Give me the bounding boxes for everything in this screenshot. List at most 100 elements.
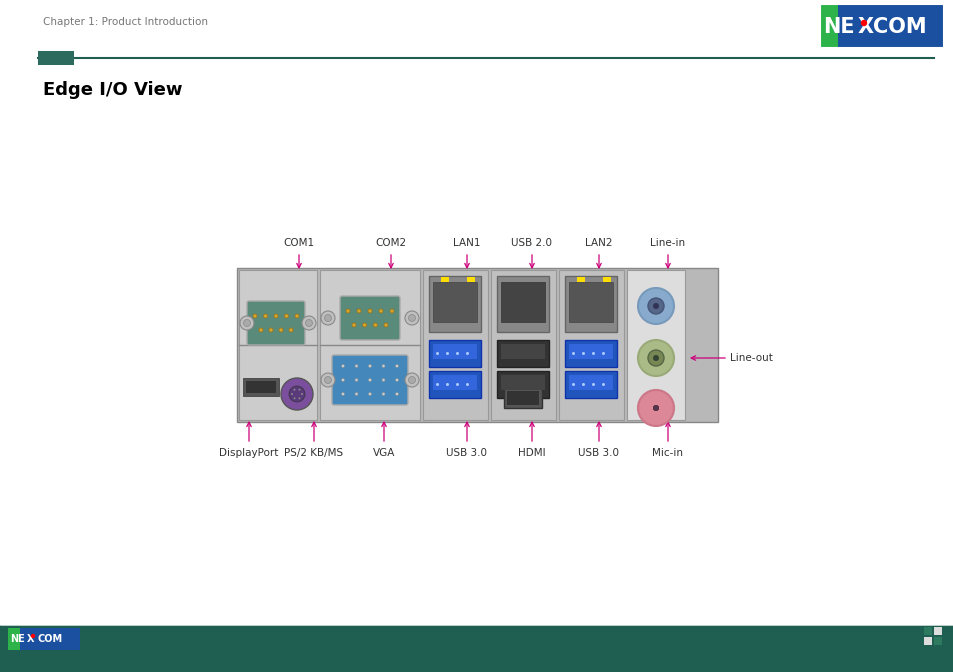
Circle shape — [436, 352, 438, 355]
Circle shape — [243, 319, 251, 327]
Bar — [38, 51, 74, 65]
Bar — [8, 628, 20, 650]
Bar — [923, 637, 931, 645]
Text: NE: NE — [822, 17, 854, 37]
Circle shape — [305, 319, 313, 327]
Circle shape — [381, 364, 385, 368]
Circle shape — [395, 378, 398, 382]
Circle shape — [378, 309, 382, 313]
Circle shape — [581, 352, 584, 355]
FancyBboxPatch shape — [332, 355, 408, 405]
Text: COM1: COM1 — [283, 238, 314, 248]
Circle shape — [355, 364, 357, 368]
Bar — [467, 277, 475, 282]
Text: Edge I/O View: Edge I/O View — [43, 81, 182, 99]
Text: VGA: VGA — [373, 448, 395, 458]
Circle shape — [368, 364, 371, 368]
Circle shape — [263, 314, 267, 318]
Bar — [837, 4, 943, 48]
Circle shape — [652, 405, 659, 411]
Circle shape — [298, 397, 300, 399]
Circle shape — [346, 309, 350, 313]
Bar — [20, 628, 80, 650]
Bar — [820, 4, 943, 48]
Circle shape — [274, 314, 277, 318]
Circle shape — [446, 352, 449, 355]
Text: DisplayPort: DisplayPort — [219, 448, 278, 458]
Bar — [501, 375, 545, 390]
Circle shape — [373, 323, 377, 327]
Text: X: X — [27, 634, 34, 644]
Text: LAN2: LAN2 — [584, 238, 612, 248]
Circle shape — [405, 311, 418, 325]
Circle shape — [269, 328, 273, 332]
Circle shape — [294, 388, 295, 390]
Bar — [569, 344, 613, 359]
Circle shape — [320, 311, 335, 325]
Circle shape — [395, 392, 398, 396]
Circle shape — [446, 383, 449, 386]
Circle shape — [390, 309, 394, 313]
Circle shape — [368, 309, 372, 313]
FancyBboxPatch shape — [339, 296, 399, 340]
Circle shape — [408, 314, 416, 321]
Bar — [497, 276, 549, 332]
Circle shape — [638, 288, 673, 324]
Bar — [923, 627, 931, 635]
Circle shape — [341, 364, 344, 368]
Bar — [507, 391, 539, 405]
Circle shape — [465, 352, 469, 355]
Circle shape — [341, 392, 344, 396]
Circle shape — [581, 383, 584, 386]
Bar — [933, 627, 941, 635]
Circle shape — [408, 376, 416, 384]
Circle shape — [240, 316, 253, 330]
Text: Copyright © 2013 NEXCOM International Co., Ltd. All Rights Reserved.: Copyright © 2013 NEXCOM International Co… — [43, 655, 338, 665]
Bar — [565, 371, 617, 398]
Text: 5: 5 — [472, 653, 481, 667]
Circle shape — [436, 383, 438, 386]
Circle shape — [638, 390, 673, 426]
Bar — [239, 270, 316, 420]
Circle shape — [405, 373, 418, 387]
Text: HDMI: HDMI — [517, 448, 545, 458]
Circle shape — [294, 314, 298, 318]
Bar — [236, 268, 718, 422]
Circle shape — [320, 373, 335, 387]
Circle shape — [281, 378, 313, 410]
Circle shape — [465, 383, 469, 386]
Bar — [569, 375, 613, 390]
Bar — [319, 270, 419, 420]
Bar — [626, 270, 684, 420]
Text: Line-in: Line-in — [650, 238, 685, 248]
Text: NE: NE — [10, 634, 25, 644]
Bar — [497, 340, 549, 367]
Bar — [422, 270, 488, 420]
Circle shape — [647, 350, 663, 366]
Circle shape — [278, 328, 283, 332]
Bar — [433, 282, 477, 322]
Bar — [820, 4, 837, 48]
Bar — [501, 344, 545, 359]
Bar — [501, 282, 545, 322]
Text: USB 2.0: USB 2.0 — [511, 238, 552, 248]
Bar — [243, 378, 278, 396]
Bar — [429, 371, 481, 398]
Circle shape — [362, 323, 366, 327]
Bar — [497, 371, 549, 398]
Circle shape — [301, 393, 303, 395]
Bar — [933, 637, 941, 645]
Circle shape — [291, 393, 293, 395]
Text: COM: COM — [38, 634, 63, 644]
Text: COM: COM — [872, 17, 925, 37]
Bar — [0, 625, 953, 672]
Circle shape — [356, 309, 360, 313]
Circle shape — [324, 376, 331, 384]
Circle shape — [601, 383, 604, 386]
Circle shape — [395, 364, 398, 368]
Bar — [441, 277, 449, 282]
Circle shape — [592, 352, 595, 355]
Bar — [246, 381, 275, 393]
Bar — [565, 340, 617, 367]
Text: NEX 981 User Manual: NEX 981 User Manual — [842, 655, 933, 665]
